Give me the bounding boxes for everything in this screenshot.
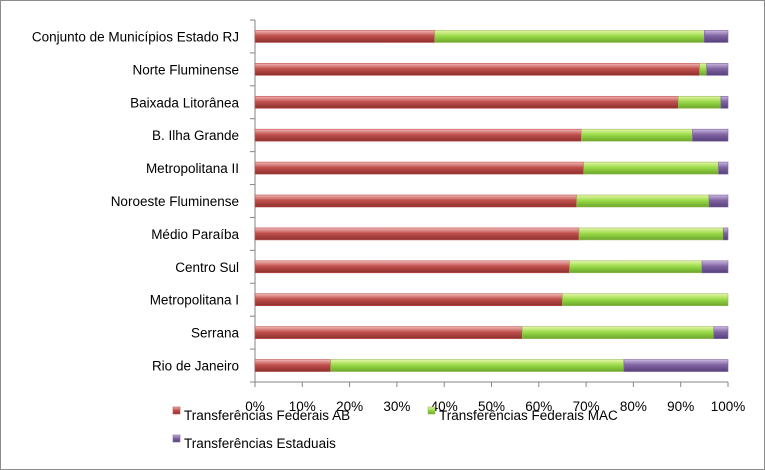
- category-label: Rio de Janeiro: [152, 359, 239, 374]
- bar-segment: [254, 30, 436, 43]
- x-tick-label: 60%: [525, 399, 552, 414]
- bar-segment: [708, 194, 729, 208]
- bar-segment: [706, 63, 729, 76]
- bar-segment: [701, 260, 729, 274]
- x-tick-label: 30%: [383, 399, 410, 414]
- bar-segment: [713, 326, 729, 339]
- bar-segment: [521, 326, 715, 339]
- category-label: Baixada Litorânea: [130, 95, 239, 110]
- legend-swatch: [172, 406, 181, 415]
- chart-legend: Transferências Federais AB Transferências…: [172, 406, 618, 451]
- x-tick-label: 70%: [573, 399, 600, 414]
- legend-label: Transferências Federais AB: [184, 408, 350, 423]
- bar-segment: [704, 30, 729, 43]
- bar-segment: [581, 128, 693, 142]
- legend-label: Transferências Federais MAC: [439, 408, 618, 423]
- bar-segment: [254, 63, 700, 76]
- x-tick-label: 10%: [289, 399, 316, 414]
- bar-segment: [692, 128, 729, 142]
- bar-segment: [623, 359, 729, 372]
- bar-segment: [254, 260, 570, 274]
- bar-segment: [720, 95, 729, 109]
- bar-segment: [254, 161, 585, 175]
- x-tick-labels: 0% 10% 20% 30% 40% 50% 60% 70% 80% 90% 100%: [245, 399, 745, 414]
- bar-segment: [254, 359, 331, 372]
- bar-segment: [254, 194, 577, 208]
- chart-bars: [254, 30, 729, 372]
- bar-segment: [254, 128, 582, 142]
- category-label: Centro Sul: [175, 260, 239, 275]
- category-label: B. Ilha Grande: [152, 128, 239, 143]
- x-tick-label: 0%: [245, 399, 265, 414]
- category-label: Metropolitana II: [146, 161, 239, 176]
- x-tick-label: 20%: [336, 399, 363, 414]
- x-tick-label: 40%: [431, 399, 458, 414]
- category-label: Metropolitana I: [150, 293, 239, 308]
- legend-swatch: [427, 406, 436, 415]
- bar-segment: [699, 63, 708, 76]
- bar-segment: [254, 227, 580, 241]
- category-label: Norte Fluminense: [132, 62, 239, 77]
- x-tick-label: 50%: [478, 399, 505, 414]
- category-label: Conjunto de Municípios Estado RJ: [32, 29, 239, 44]
- bar-segment: [254, 326, 523, 339]
- x-tick-label: 90%: [667, 399, 694, 414]
- bar-segment: [562, 293, 729, 307]
- legend-label: Transferências Estaduais: [184, 436, 336, 451]
- x-tick-label: 80%: [620, 399, 647, 414]
- category-label: Noroeste Fluminense: [111, 194, 239, 209]
- bar-segment: [254, 293, 563, 307]
- bar-segment: [330, 359, 625, 372]
- bar-segment: [434, 30, 705, 43]
- bar-segment: [583, 161, 719, 175]
- bar-segment: [578, 227, 724, 241]
- legend-swatch: [172, 434, 181, 443]
- category-label: Médio Paraíba: [151, 227, 239, 242]
- bar-segment: [569, 260, 703, 274]
- bar-segment: [254, 95, 679, 109]
- x-tick-label: 100%: [711, 399, 746, 414]
- bar-segment: [576, 194, 710, 208]
- bar-segment: [718, 161, 729, 175]
- category-labels: Conjunto de Municípios Estado RJ Norte Fl…: [32, 29, 240, 373]
- category-label: Serrana: [191, 326, 240, 341]
- bar-segment: [678, 95, 722, 109]
- bar-segment: [722, 227, 729, 241]
